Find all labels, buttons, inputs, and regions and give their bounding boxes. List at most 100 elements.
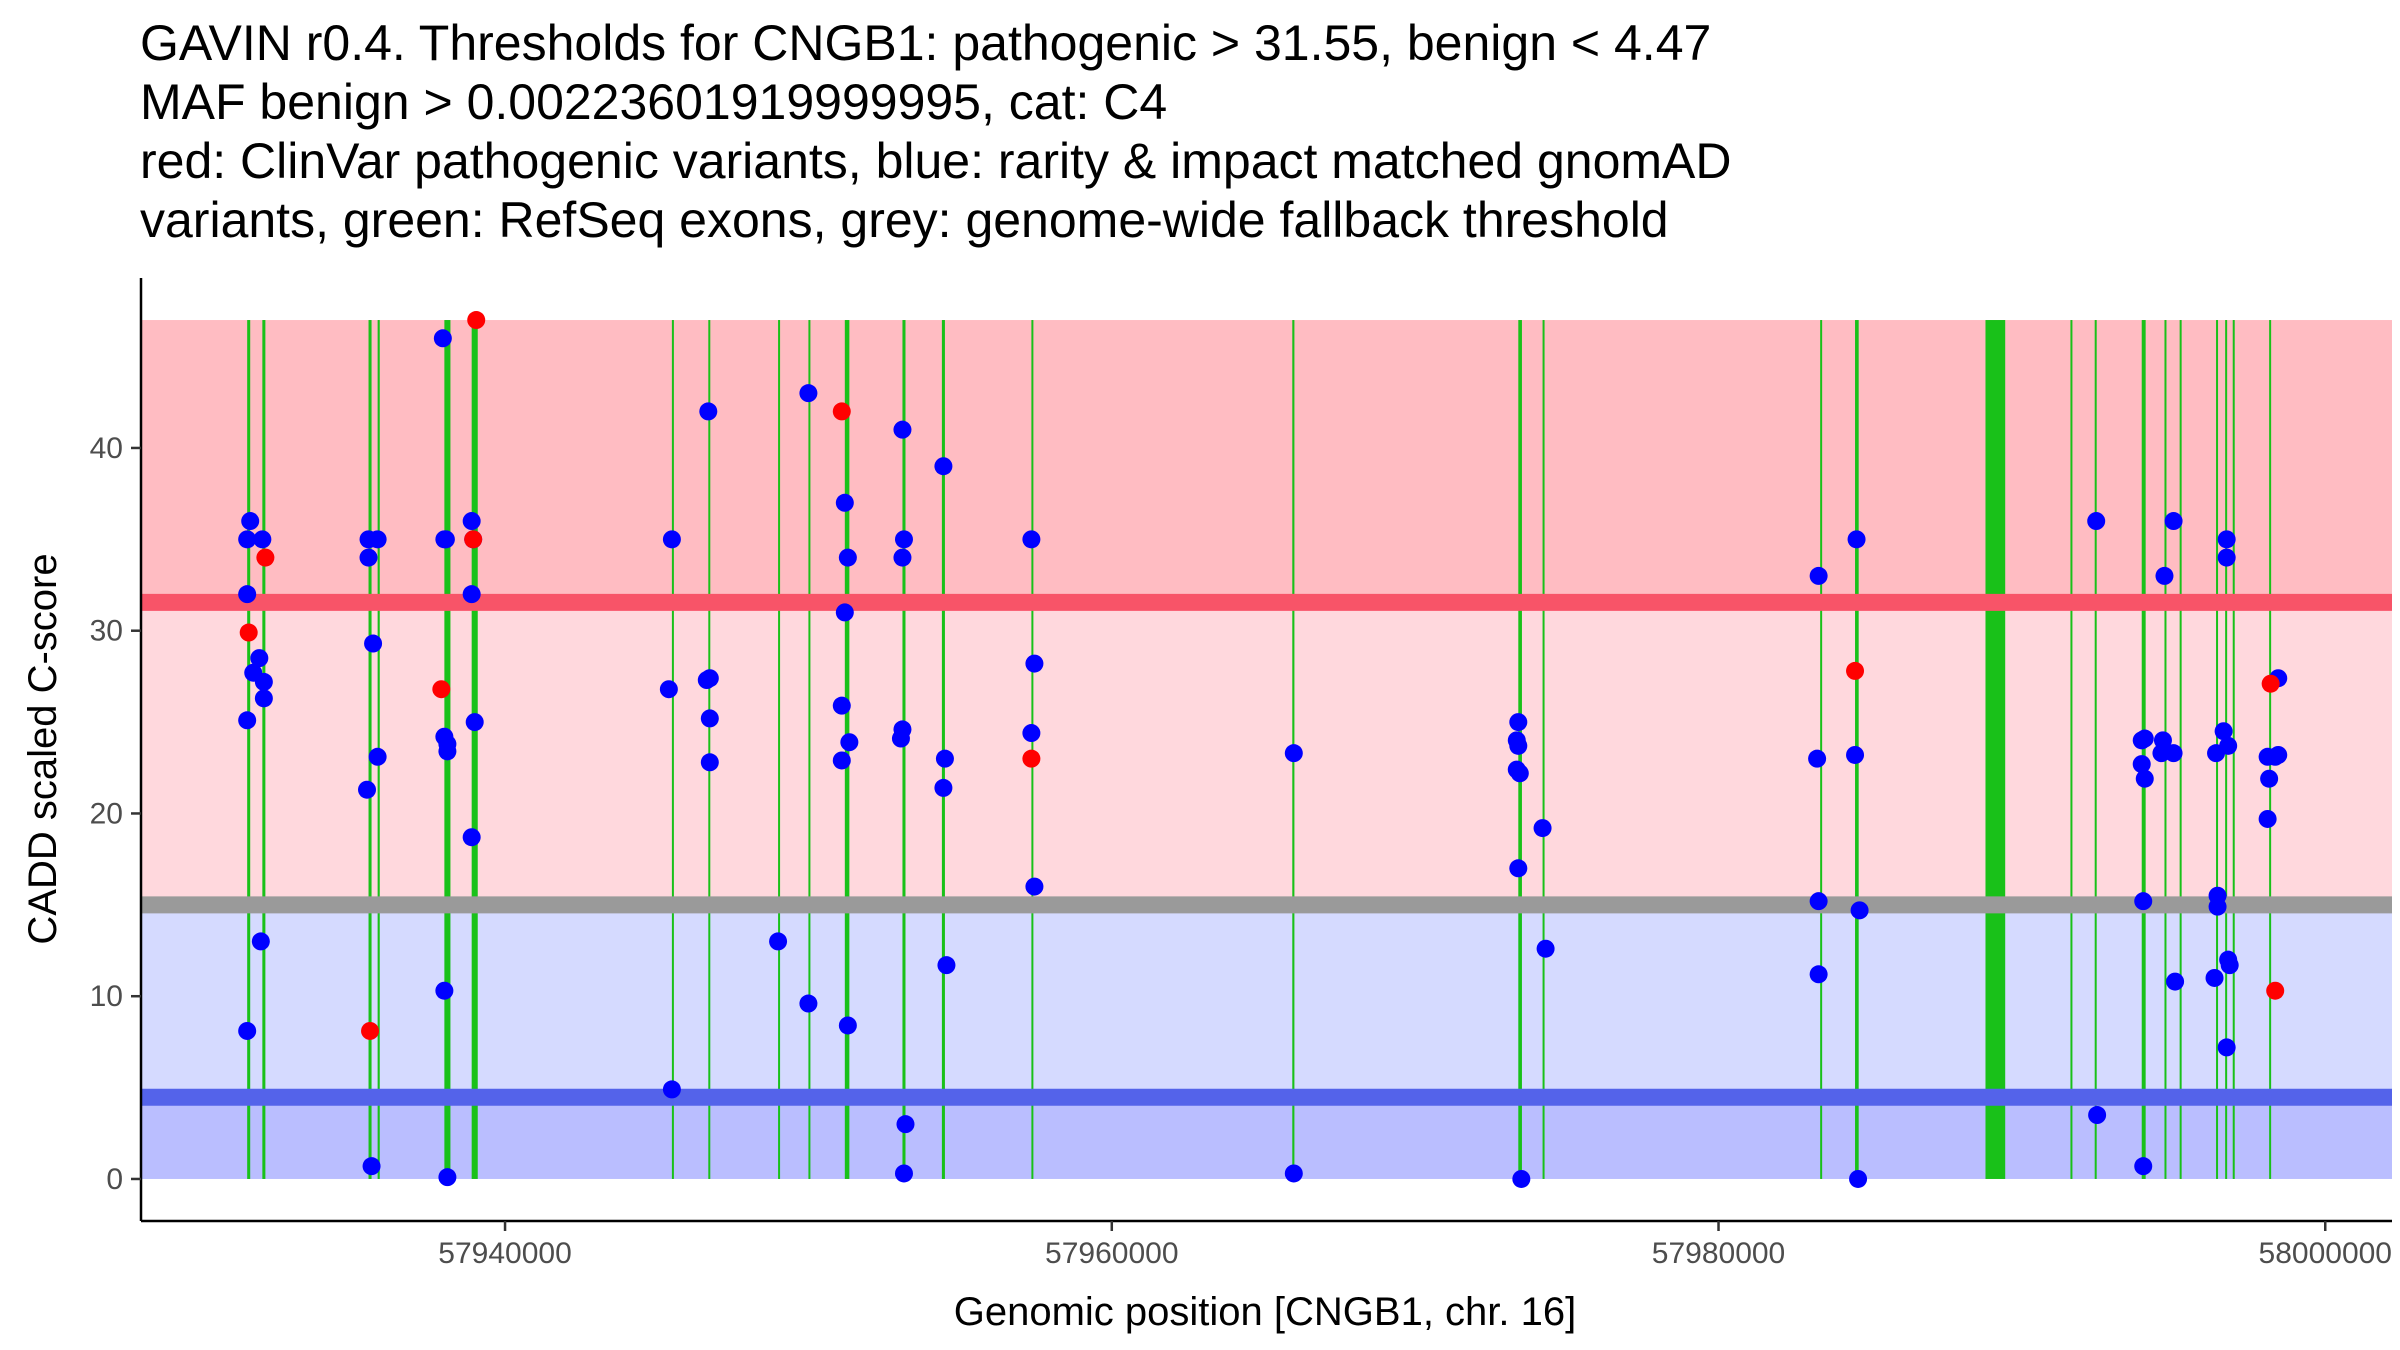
gnomad-point <box>934 457 953 476</box>
clinvar-point <box>2261 674 2280 693</box>
gnomad-point <box>1022 724 1041 743</box>
x-axis-title: Genomic position [CNGB1, chr. 16] <box>954 1290 1577 1334</box>
gnomad-point <box>2164 512 2183 531</box>
gnomad-point <box>2219 736 2238 755</box>
exon-line <box>2070 320 2073 1179</box>
gnomad-point <box>2220 956 2239 975</box>
gnomad-point <box>1847 530 1866 549</box>
gnomad-point <box>2134 1157 2153 1176</box>
gnomad-point <box>2258 809 2277 828</box>
gnomad-point <box>1808 749 1827 768</box>
gnomad-point <box>462 828 481 847</box>
gnomad-point <box>894 530 913 549</box>
exon-line <box>247 320 251 1179</box>
gnomad-point <box>1284 744 1303 763</box>
y-axis-ticks: 0 10 20 30 40 <box>90 432 141 1196</box>
gnomad-point <box>254 672 273 691</box>
gnomad-point <box>1536 939 1555 958</box>
gnomad-point <box>1846 745 1865 764</box>
gnomad-point <box>362 1157 381 1176</box>
gnomad-point <box>251 932 270 951</box>
gnomad-point <box>241 512 260 531</box>
gnomad-point <box>2087 512 2106 531</box>
gnomad-point <box>2208 897 2227 916</box>
gnomad-point <box>2132 755 2151 774</box>
gnomad-point <box>893 420 912 439</box>
gnomad-point <box>238 530 257 549</box>
gnomad-point <box>699 402 718 421</box>
gnomad-point <box>2134 892 2153 911</box>
y-tick-label: 10 <box>90 980 123 1013</box>
gnomad-point <box>254 689 273 708</box>
gnomad-point <box>769 932 788 951</box>
exon-line <box>262 320 266 1179</box>
gnomad-point <box>2269 745 2288 764</box>
gnomad-point <box>2135 729 2154 748</box>
clinvar-point <box>239 623 258 642</box>
gnomad-point <box>433 329 452 348</box>
clinvar-point <box>1022 749 1041 768</box>
axes <box>139 278 2392 1223</box>
gnomad-point <box>894 1164 913 1183</box>
gnomad-point <box>1509 736 1528 755</box>
gnomad-point <box>934 778 953 797</box>
gnomad-point <box>358 780 377 799</box>
gnomad-point <box>2155 566 2174 585</box>
gnomad-point <box>838 548 857 567</box>
gnomad-point <box>935 749 954 768</box>
gnomad-point <box>438 742 457 761</box>
gnomad-point <box>462 512 481 531</box>
gnomad-point <box>238 711 257 730</box>
gnomad-point <box>1533 819 1552 838</box>
pathogenic-region <box>142 320 2392 603</box>
gnomad-point <box>253 530 272 549</box>
gnomad-point <box>2088 1106 2107 1125</box>
gnomad-point <box>835 603 854 622</box>
clinvar-point <box>1846 661 1865 680</box>
exon-line <box>1542 320 1545 1179</box>
gnomad-point <box>364 634 383 653</box>
gnomad-point <box>435 981 454 1000</box>
gnomad-point <box>438 1168 457 1187</box>
y-axis-title: CADD scaled C-score <box>21 553 65 944</box>
gnomad-point <box>2164 744 2183 763</box>
gnomad-point <box>2260 769 2279 788</box>
title-line-4: variants, green: RefSeq exons, grey: gen… <box>140 192 1669 248</box>
x-tick-label: 57960000 <box>1045 1237 1178 1270</box>
y-tick-label: 20 <box>90 797 123 830</box>
gnomad-point <box>700 669 719 688</box>
clinvar-point <box>361 1021 380 1040</box>
chart-title: GAVIN r0.4. Thresholds for CNGB1: pathog… <box>140 14 1731 250</box>
gnomad-point <box>659 680 678 699</box>
exon-line <box>778 320 781 1179</box>
gnomad-point <box>838 1016 857 1035</box>
benign-region <box>142 1097 2392 1179</box>
exon-line <box>902 320 906 1179</box>
clinvar-points <box>239 311 2285 1040</box>
uncertain-region <box>142 602 2392 905</box>
gnomad-point <box>2217 1038 2236 1057</box>
exon-line <box>2094 320 2097 1179</box>
y-tick-label: 40 <box>90 432 123 465</box>
gnomad-point <box>238 1021 257 1040</box>
gnomad-point <box>1809 566 1828 585</box>
gnomad-point <box>2166 972 2185 991</box>
exon-line <box>671 320 674 1179</box>
exon-line <box>941 320 945 1179</box>
gnomad-point <box>2135 769 2154 788</box>
gnomad-point <box>2214 722 2233 741</box>
gnomad-point <box>1512 1169 1531 1188</box>
gnomad-point <box>937 956 956 975</box>
gnomad-point <box>840 733 859 752</box>
y-tick-label: 0 <box>106 1163 123 1196</box>
gnomad-points <box>238 329 2288 1188</box>
gnomad-point <box>1022 530 1041 549</box>
exon-line <box>808 320 811 1179</box>
gnomad-point <box>465 713 484 732</box>
fallback-benign-region <box>142 904 2392 1098</box>
gnomad-point <box>1284 1164 1303 1183</box>
gnomad-point <box>662 1080 681 1099</box>
title-line-2: MAF benign > 0.00223601919999995, cat: C… <box>140 74 1168 130</box>
gnomad-point <box>832 696 851 715</box>
